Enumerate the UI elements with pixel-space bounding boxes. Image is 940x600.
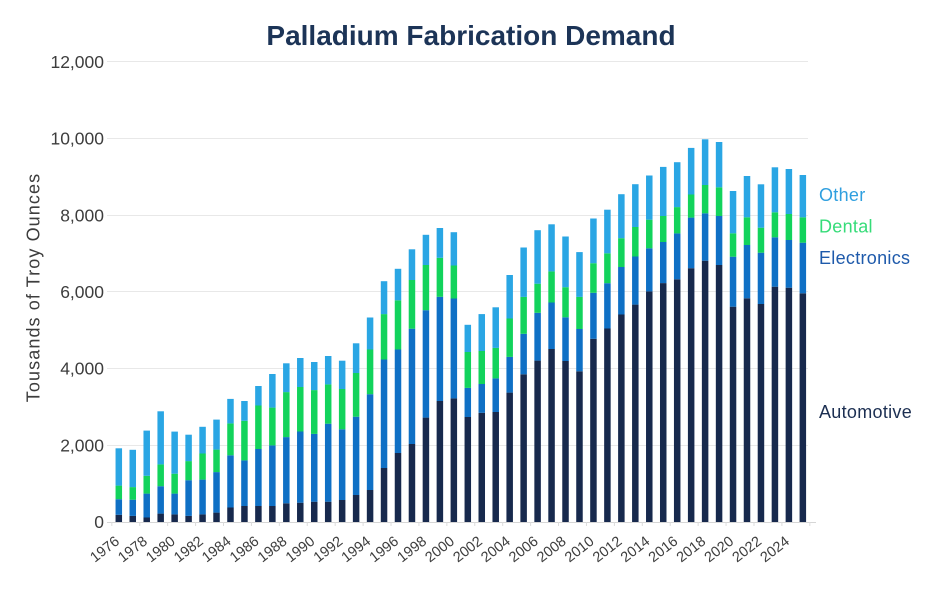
svg-text:4,000: 4,000 [60,359,104,379]
svg-text:8,000: 8,000 [60,205,104,225]
svg-text:0: 0 [94,512,104,532]
svg-text:6,000: 6,000 [60,282,104,302]
svg-text:Automotive: Automotive [819,402,912,422]
svg-text:2,000: 2,000 [60,435,104,455]
svg-text:12,000: 12,000 [50,52,104,72]
svg-text:Electronics: Electronics [819,248,910,268]
svg-text:Tousands of Troy Ounces: Tousands of Troy Ounces [24,173,44,402]
svg-text:Other: Other [819,185,866,205]
svg-text:Palladium Fabrication Demand: Palladium Fabrication Demand [266,20,675,51]
svg-text:10,000: 10,000 [50,129,104,149]
svg-text:Dental: Dental [819,217,873,237]
